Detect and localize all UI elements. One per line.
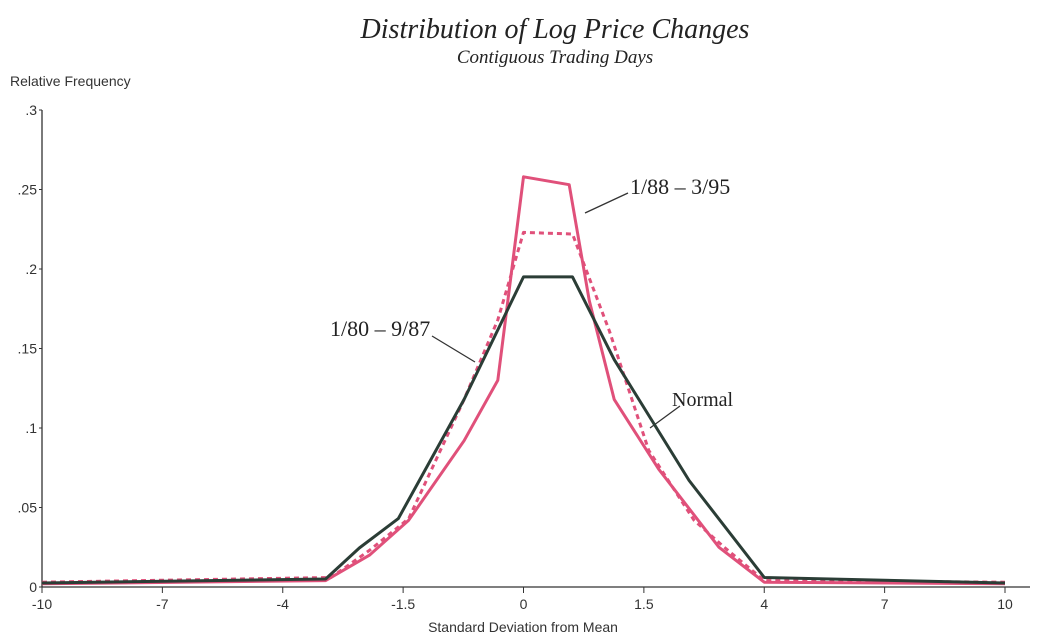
y-tick-label: .05	[18, 500, 38, 516]
x-tick-label: 10	[997, 596, 1013, 612]
y-axis-label: Relative Frequency	[10, 73, 131, 89]
y-tick-label: 0	[29, 579, 37, 595]
y-tick-label: .1	[25, 420, 37, 436]
x-tick-label: -10	[32, 596, 52, 612]
series-line	[41, 275, 1006, 585]
x-axis-label: Standard Deviation from Mean	[428, 619, 618, 635]
annotation: 1/88 – 3/95	[630, 174, 730, 199]
series-line	[41, 230, 1006, 584]
y-tick-label: .3	[25, 102, 37, 118]
x-tick-label: -1.5	[391, 596, 415, 612]
y-tick-label: .25	[18, 182, 38, 198]
y-tick-label: .15	[18, 341, 38, 357]
x-tick-label: 0	[520, 596, 528, 612]
x-tick-label: 1.5	[634, 596, 654, 612]
x-tick-label: -4	[277, 596, 290, 612]
leader-line	[431, 335, 476, 363]
series-line	[41, 175, 1006, 586]
x-tick-label: -7	[156, 596, 169, 612]
leader-line	[584, 192, 629, 214]
x-tick-label: 7	[881, 596, 889, 612]
y-tick-label: .2	[25, 261, 37, 277]
annotation: 1/80 – 9/87	[330, 316, 430, 341]
annotation: Normal	[672, 389, 734, 411]
chart-title: Distribution of Log Price Changes	[360, 14, 750, 45]
x-tick-label: 4	[760, 596, 768, 612]
chart-subtitle: Contiguous Trading Days	[457, 47, 653, 68]
